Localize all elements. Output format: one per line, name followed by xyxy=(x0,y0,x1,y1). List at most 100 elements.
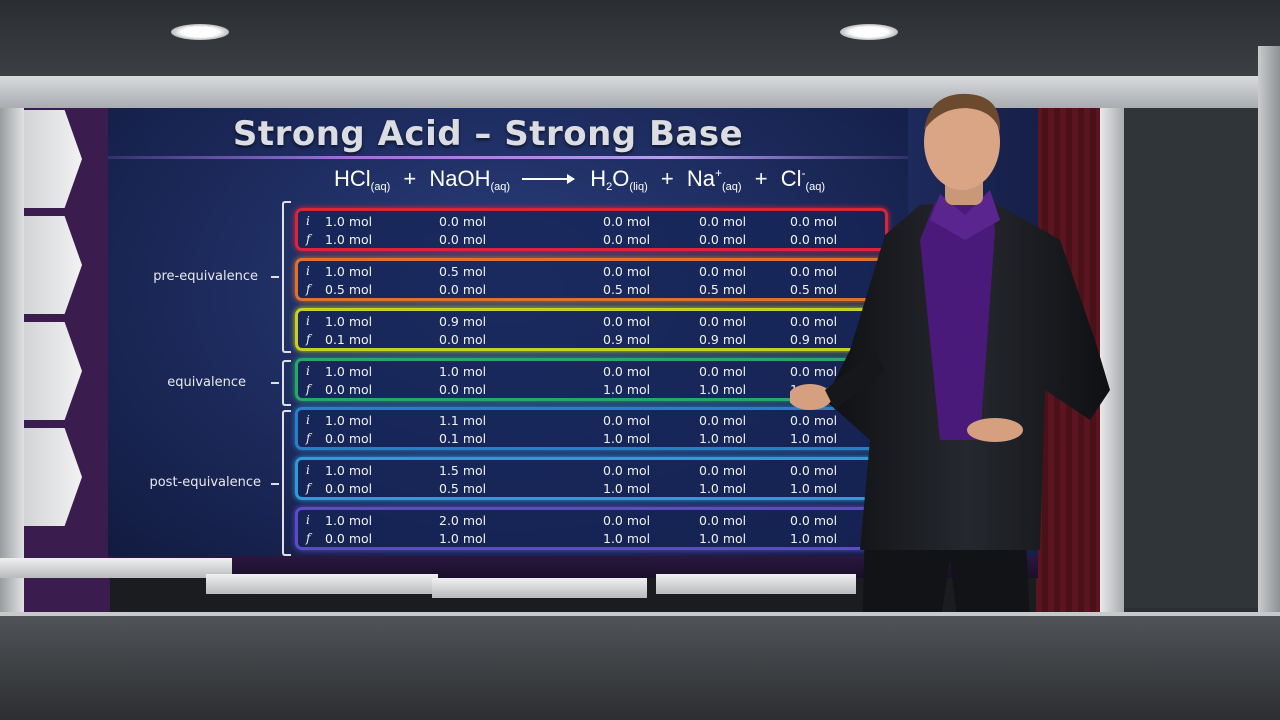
mol-value: 0.0 mol xyxy=(790,232,838,247)
mol-value: 0.5 mol xyxy=(603,282,651,297)
final-amounts: f 1.0 mol 0.0 mol 0.0 mol 0.0 mol 0.0 mol xyxy=(298,232,888,250)
mol-value: 0.0 mol xyxy=(603,513,651,528)
ice-row: i 1.0 mol 0.9 mol 0.0 mol 0.0 mol 0.0 mol f 0.1… xyxy=(295,308,888,351)
mol-value: 0.0 mol xyxy=(325,531,373,546)
row-type-label: i xyxy=(306,463,310,477)
mol-value: 1.0 mol xyxy=(439,531,487,546)
row-type-label: i xyxy=(306,264,310,278)
ceiling-light xyxy=(840,24,898,40)
mol-value: 0.0 mol xyxy=(325,481,373,496)
ledge xyxy=(0,558,232,578)
white-column xyxy=(1100,108,1124,618)
phase-label-pre-equivalence: pre-equivalence xyxy=(153,269,258,284)
studio-floor xyxy=(0,616,1280,720)
row-type-label: i xyxy=(306,314,310,328)
brace-tick xyxy=(271,382,279,384)
initial-amounts: i 1.0 mol 1.0 mol 0.0 mol 0.0 mol 0.0 mol xyxy=(298,364,888,382)
presenter-hair xyxy=(924,93,1001,132)
mol-value: 0.0 mol xyxy=(325,431,373,446)
brace-tick xyxy=(271,276,279,278)
row-type-label: i xyxy=(306,413,310,427)
mol-value: 1.0 mol xyxy=(790,531,838,546)
mol-value: 1.5 mol xyxy=(439,463,487,478)
row-type-label: f xyxy=(306,531,311,545)
row-type-label: i xyxy=(306,214,310,228)
row-type-label: f xyxy=(306,382,311,396)
mol-value: 1.0 mol xyxy=(603,382,651,397)
initial-amounts: i 1.0 mol 2.0 mol 0.0 mol 0.0 mol 0.0 mol xyxy=(298,513,888,531)
mol-value: 0.0 mol xyxy=(603,314,651,329)
brace-pre-equivalence xyxy=(282,201,291,353)
header-beam xyxy=(0,76,1260,108)
mol-value: 1.0 mol xyxy=(439,364,487,379)
brace-equivalence xyxy=(282,360,291,406)
final-amounts: f 0.0 mol 0.5 mol 1.0 mol 1.0 mol 1.0 mol xyxy=(298,481,888,499)
mol-value: 0.5 mol xyxy=(439,264,487,279)
mol-value: 1.0 mol xyxy=(325,264,373,279)
initial-amounts: i 1.0 mol 0.0 mol 0.0 mol 0.0 mol 0.0 mol xyxy=(298,214,888,232)
mol-value: 0.0 mol xyxy=(439,332,487,347)
ledge xyxy=(432,578,647,598)
product-sodium-ion: Na xyxy=(686,166,715,191)
mol-value: 0.0 mol xyxy=(790,214,838,229)
ice-row: i 1.0 mol 1.1 mol 0.0 mol 0.0 mol 0.0 mol f 0.0… xyxy=(295,407,888,450)
mol-value: 0.0 mol xyxy=(699,314,747,329)
final-amounts: f 0.0 mol 0.1 mol 1.0 mol 1.0 mol 1.0 mol xyxy=(298,431,888,449)
reaction-arrow xyxy=(522,174,576,184)
mol-value: 2.0 mol xyxy=(439,513,487,528)
ledge xyxy=(206,574,438,594)
mol-value: 0.0 mol xyxy=(699,264,747,279)
initial-amounts: i 1.0 mol 1.1 mol 0.0 mol 0.0 mol 0.0 mol xyxy=(298,413,888,431)
row-type-label: f xyxy=(306,232,311,246)
mol-value: 0.0 mol xyxy=(790,513,838,528)
brace-tick xyxy=(271,483,279,485)
mol-value: 0.0 mol xyxy=(603,264,651,279)
mol-value: 0.0 mol xyxy=(790,264,838,279)
mol-value: 0.0 mol xyxy=(790,413,838,428)
mol-value: 0.9 mol xyxy=(699,332,747,347)
product-water: H xyxy=(590,166,607,191)
mol-value: 1.0 mol xyxy=(699,531,747,546)
mol-value: 1.0 mol xyxy=(325,463,373,478)
floor-edge xyxy=(0,612,1280,618)
mol-value: 1.0 mol xyxy=(325,413,373,428)
presenter-right-hand xyxy=(967,418,1023,442)
mol-value: 1.0 mol xyxy=(325,513,373,528)
right-pillar xyxy=(1258,46,1280,626)
row-type-label: f xyxy=(306,431,311,445)
mol-value: 0.0 mol xyxy=(790,314,838,329)
mol-value: 1.0 mol xyxy=(603,431,651,446)
ice-row: i 1.0 mol 0.5 mol 0.0 mol 0.0 mol 0.0 mol f 0.5… xyxy=(295,258,888,301)
title-rule xyxy=(108,156,908,159)
mol-value: 0.0 mol xyxy=(699,214,747,229)
mol-value: 1.1 mol xyxy=(439,413,487,428)
mol-value: 1.0 mol xyxy=(325,232,373,247)
ceiling-light xyxy=(171,24,229,40)
mol-value: 1.0 mol xyxy=(790,481,838,496)
mol-value: 0.0 mol xyxy=(699,413,747,428)
mol-value: 0.0 mol xyxy=(603,364,651,379)
mol-value: 1.0 mol xyxy=(699,481,747,496)
presenter-left-sleeve xyxy=(825,350,885,410)
final-amounts: f 0.1 mol 0.0 mol 0.9 mol 0.9 mol 0.9 mol xyxy=(298,332,888,350)
presentation-slide: Strong Acid – Strong Base HCl(aq) + NaOH… xyxy=(108,108,908,556)
row-type-label: i xyxy=(306,364,310,378)
mol-value: 0.0 mol xyxy=(439,282,487,297)
left-column xyxy=(0,108,24,618)
final-amounts: f 0.0 mol 1.0 mol 1.0 mol 1.0 mol 1.0 mol xyxy=(298,531,888,549)
mol-value: 0.0 mol xyxy=(699,364,747,379)
mol-value: 0.0 mol xyxy=(790,364,838,379)
mol-value: 0.0 mol xyxy=(439,232,487,247)
mol-value: 0.1 mol xyxy=(439,431,487,446)
mol-value: 0.9 mol xyxy=(439,314,487,329)
studio-ceiling xyxy=(0,0,1280,80)
mol-value: 1.0 mol xyxy=(325,214,373,229)
mol-value: 0.0 mol xyxy=(603,232,651,247)
mol-value: 0.9 mol xyxy=(603,332,651,347)
ledge xyxy=(656,574,856,594)
initial-amounts: i 1.0 mol 1.5 mol 0.0 mol 0.0 mol 0.0 mol xyxy=(298,463,888,481)
row-type-label: f xyxy=(306,282,311,296)
ice-row: i 1.0 mol 0.0 mol 0.0 mol 0.0 mol 0.0 mol f 1.0… xyxy=(295,208,888,251)
mol-value: 0.0 mol xyxy=(603,214,651,229)
mol-value: 1.0 mol xyxy=(699,431,747,446)
